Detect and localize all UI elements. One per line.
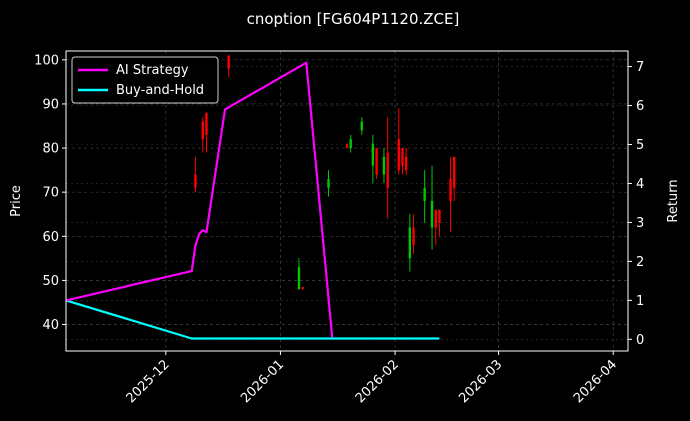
y-tick-label-left: 50 [42, 274, 59, 289]
candle-body [401, 148, 404, 166]
y-axis-label-right: Return [666, 179, 681, 222]
candle-body [327, 178, 330, 188]
candle-body [404, 156, 408, 171]
y-axis-label-left: Price [9, 185, 24, 217]
candle-body [371, 143, 375, 166]
candle-body [345, 143, 349, 149]
legend-label-buy-and-hold: Buy-and-Hold [116, 83, 204, 98]
candle-body [205, 112, 208, 135]
y-tick-label-right: 4 [636, 177, 644, 192]
y-tick-label-right: 0 [636, 333, 644, 348]
candle-body [201, 121, 205, 140]
candle-body [301, 287, 304, 290]
candle-body [449, 178, 452, 201]
line-layer [65, 61, 440, 340]
candle-body [194, 174, 197, 188]
candle-layer [194, 55, 456, 290]
candle-body [227, 55, 230, 69]
candle-body [297, 267, 301, 290]
candle-body [382, 156, 386, 175]
candle-body [386, 152, 389, 188]
candle-body [397, 139, 400, 171]
y-tick-label-left: 90 [42, 97, 59, 112]
candle-body [453, 156, 456, 188]
legend: AI Strategy Buy-and-Hold [71, 56, 219, 104]
y-tick-label-right: 7 [636, 60, 644, 75]
y-tick-label-right: 6 [636, 99, 644, 114]
y-tick-label-left: 40 [42, 318, 59, 333]
candle-body [412, 227, 415, 246]
candle-body [434, 209, 437, 228]
y-tick-label-right: 5 [636, 138, 644, 153]
legend-label-ai-strategy: AI Strategy [116, 63, 189, 78]
candle-body [375, 148, 378, 175]
y-tick-label-left: 70 [42, 186, 59, 201]
candle-body [360, 121, 363, 131]
y-tick-label-left: 60 [42, 230, 59, 245]
y-tick-label-right: 1 [636, 294, 644, 309]
buy-and-hold-line [65, 299, 440, 340]
candle-body [423, 187, 426, 201]
legend-box [71, 56, 219, 104]
y-tick-label-right: 3 [636, 216, 644, 231]
y-tick-label-left: 80 [42, 142, 59, 157]
candle-body [430, 201, 434, 228]
y-tick-label-left: 100 [34, 53, 59, 68]
chart-title: cnoption [FG604P1120.ZCE] [247, 10, 460, 28]
candle-body [349, 139, 352, 149]
candle-body [408, 227, 412, 259]
ai-strategy-line [65, 61, 334, 338]
candle-body [438, 209, 441, 224]
plot-frame [65, 50, 629, 352]
y-tick-label-right: 2 [636, 255, 644, 270]
